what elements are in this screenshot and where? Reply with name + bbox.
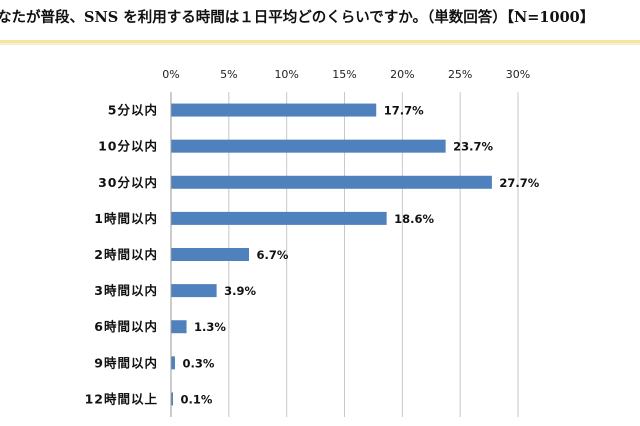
category-label: 1時間以内 — [94, 211, 158, 226]
data-label: 18.6% — [394, 212, 434, 226]
y-axis-category-labels: 5分以内 10分以内 30分以内 1時間以内 2時間以内 3時間以内 6時間以内 9時間以内 1… — [85, 103, 158, 407]
data-label: 23.7% — [453, 140, 493, 154]
data-label: 0.1% — [181, 392, 213, 406]
bars — [171, 103, 492, 406]
category-label: 5分以内 — [108, 103, 158, 118]
data-label: 3.9% — [224, 284, 256, 298]
bar — [171, 175, 492, 189]
x-tick-label: 25% — [448, 68, 472, 81]
category-label: 3時間以内 — [94, 283, 158, 298]
category-label: 10分以内 — [98, 139, 158, 154]
bar — [171, 356, 175, 370]
bar — [171, 392, 173, 406]
title-divider — [0, 40, 640, 43]
category-label: 6時間以内 — [94, 319, 158, 334]
x-tick-label: 0% — [162, 68, 179, 81]
data-label: 1.3% — [194, 320, 226, 334]
title-divider-shadow — [0, 43, 640, 45]
chart-title: なたが普段、SNS を利用する時間は１日平均どのくらいですか。（単数回答）【N=… — [0, 0, 640, 40]
x-tick-label: 5% — [220, 68, 237, 81]
x-tick-label: 30% — [506, 68, 530, 81]
bar — [171, 284, 217, 298]
category-label: 2時間以内 — [94, 247, 158, 262]
x-tick-label: 15% — [332, 68, 356, 81]
data-label: 27.7% — [499, 176, 539, 190]
category-label: 12時間以上 — [85, 391, 158, 406]
bar — [171, 248, 249, 261]
bar — [171, 211, 387, 225]
x-tick-label: 10% — [274, 68, 298, 81]
bar — [171, 103, 377, 117]
x-axis-tick-labels: 0% 5% 10% 15% 20% 25% 30% — [162, 68, 530, 81]
data-label: 6.7% — [256, 248, 288, 262]
category-label: 9時間以内 — [94, 355, 158, 370]
bar — [171, 139, 446, 153]
category-label: 30分以内 — [98, 175, 158, 190]
data-labels: 17.7% 23.7% 27.7% 18.6% 6.7% 3.9% 1.3% 0.3% 0.1% — [181, 104, 540, 407]
x-tick-label: 20% — [390, 68, 414, 81]
bar — [171, 320, 187, 334]
data-label: 17.7% — [384, 104, 424, 118]
data-label: 0.3% — [182, 356, 214, 370]
